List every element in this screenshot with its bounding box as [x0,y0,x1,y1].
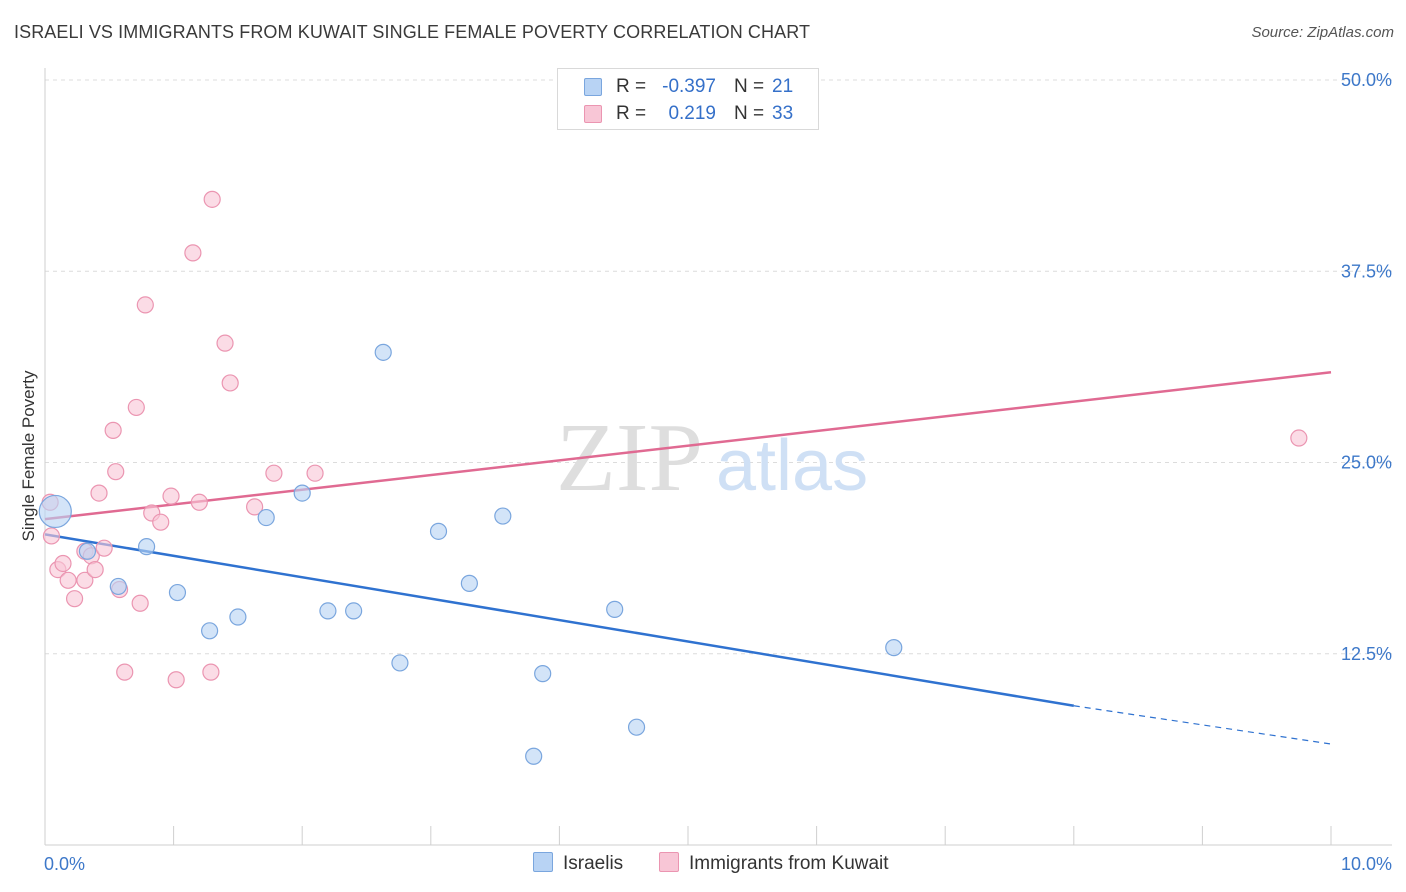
point-israelis [137,538,156,556]
n-label: N = [734,103,765,124]
trend-line-kuwait [44,370,1332,521]
point-kuwait [54,554,72,573]
point-israelis [534,665,552,683]
point-kuwait [42,527,61,545]
point-israelis [606,600,624,618]
chart-title: ISRAELI VS IMMIGRANTS FROM KUWAIT SINGLE… [14,22,811,42]
point-kuwait [216,334,234,352]
legend-row-kuwait: R = 0.219 N = 33 [558,101,818,127]
point-israelis [257,508,275,527]
watermark: ZIP atlas [556,404,868,512]
legend-item-israelis: Israelis [533,852,623,875]
legend-swatch-blue [584,78,602,96]
point-kuwait [76,571,94,589]
y-tick-label: 12.5% [1341,644,1392,664]
legend-label-kuwait: Immigrants from Kuwait [689,853,889,874]
stats-legend: R = -0.397 N = 21 R = 0.219 N = 33 [557,68,819,130]
trend-line-israelis-extension [1073,705,1332,745]
point-kuwait [202,663,220,681]
y-axis-label: Single Female Poverty [19,370,38,542]
axis-labels: 12.5% 25.0% 37.5% 50.0% 0.0% 10.0% [44,70,1392,874]
point-israelis [201,622,219,640]
y-tick-label: 25.0% [1341,453,1392,473]
point-israelis [525,747,543,765]
point-israelis [429,522,448,540]
point-israelis [38,494,72,529]
point-israelis [229,608,247,626]
legend-label-israelis: Israelis [563,853,624,874]
point-kuwait [59,571,77,589]
gridlines [45,79,1392,655]
legend-swatch-pink [584,105,602,123]
source-label: Source: ZipAtlas.com [1251,24,1394,41]
x-tick-label: 0.0% [44,854,85,874]
point-kuwait [167,671,185,689]
point-kuwait [265,464,283,482]
r-label: R = [616,103,647,124]
point-israelis [168,583,187,602]
point-kuwait [95,539,113,557]
point-kuwait [127,398,145,417]
legend-swatch-israelis [533,852,553,872]
point-kuwait [90,484,108,502]
point-israelis [319,602,337,620]
legend-item-kuwait: Immigrants from Kuwait [659,852,889,875]
r-value: 0.219 [668,103,716,124]
point-israelis [627,718,646,736]
point-israelis [885,639,903,657]
trend-line-israelis [44,533,1075,708]
point-israelis [391,654,409,672]
n-value: 21 [772,76,794,97]
point-kuwait [104,421,122,439]
point-kuwait [107,463,125,481]
n-label: N = [734,76,765,97]
r-value: -0.397 [662,76,716,97]
r-label: R = [616,76,647,97]
point-kuwait [221,374,239,392]
point-israelis [494,507,512,525]
point-kuwait [162,487,180,505]
trend-lines [44,370,1332,745]
point-kuwait [184,244,202,262]
point-kuwait [1290,429,1308,447]
n-value: 33 [772,103,794,124]
point-israelis [293,484,311,502]
point-kuwait [86,560,104,579]
point-kuwait [203,190,221,208]
legend-row-israelis: R = -0.397 N = 21 [558,74,818,100]
point-kuwait [190,493,208,511]
point-kuwait [131,594,149,612]
y-tick-label: 50.0% [1341,70,1392,90]
point-kuwait [116,663,134,681]
x-tick-label: 10.0% [1341,854,1392,874]
point-israelis [78,542,97,560]
data-points [38,190,1308,765]
point-kuwait [152,513,170,531]
y-tick-label: 37.5% [1341,261,1392,281]
axes [44,68,1392,846]
point-kuwait [136,296,154,314]
point-kuwait [306,464,324,482]
point-israelis [460,574,478,592]
point-israelis [374,343,392,361]
watermark-atlas: atlas [716,426,868,506]
legend-swatch-kuwait [659,852,679,872]
point-kuwait [65,590,84,608]
point-israelis [345,602,363,620]
point-israelis [109,577,127,596]
point-kuwait [246,498,264,516]
